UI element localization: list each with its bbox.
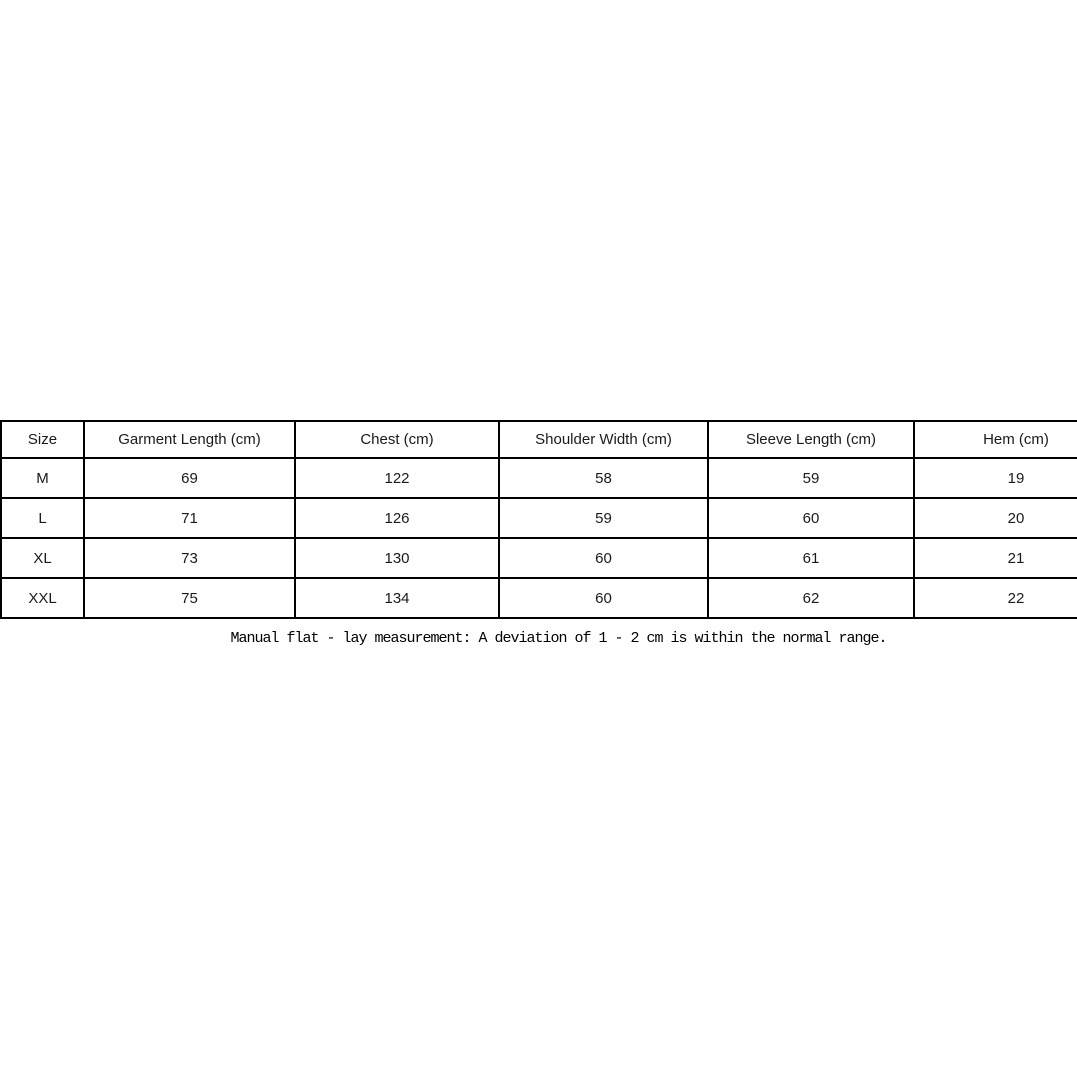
cell-shoulder-width: 58 — [498, 457, 709, 499]
cell-size: M — [0, 457, 85, 499]
cell-garment-length: 73 — [83, 537, 296, 579]
cell-sleeve-length: 60 — [707, 497, 915, 539]
column-header-shoulder-width: Shoulder Width (cm) — [498, 420, 709, 459]
column-header-hem: Hem (cm) — [913, 420, 1077, 459]
cell-sleeve-length: 61 — [707, 537, 915, 579]
size-chart-table: Size Garment Length (cm) Chest (cm) Shou… — [0, 420, 1077, 619]
cell-garment-length: 71 — [83, 497, 296, 539]
cell-size: L — [0, 497, 85, 539]
cell-shoulder-width: 59 — [498, 497, 709, 539]
cell-chest: 126 — [294, 497, 500, 539]
cell-sleeve-length: 62 — [707, 577, 915, 619]
column-header-garment-length: Garment Length (cm) — [83, 420, 296, 459]
cell-chest: 130 — [294, 537, 500, 579]
cell-chest: 122 — [294, 457, 500, 499]
cell-shoulder-width: 60 — [498, 577, 709, 619]
cell-hem: 21 — [913, 537, 1077, 579]
cell-hem: 19 — [913, 457, 1077, 499]
column-header-chest: Chest (cm) — [294, 420, 500, 459]
table-row-l: L 71 126 59 60 20 — [0, 497, 1077, 539]
cell-size: XXL — [0, 577, 85, 619]
column-header-sleeve-length: Sleeve Length (cm) — [707, 420, 915, 459]
column-header-size: Size — [0, 420, 85, 459]
cell-garment-length: 69 — [83, 457, 296, 499]
cell-garment-length: 75 — [83, 577, 296, 619]
cell-hem: 20 — [913, 497, 1077, 539]
cell-shoulder-width: 60 — [498, 537, 709, 579]
cell-size: XL — [0, 537, 85, 579]
cell-sleeve-length: 59 — [707, 457, 915, 499]
table-row-xxl: XXL 75 134 60 62 22 — [0, 577, 1077, 619]
table-header-row: Size Garment Length (cm) Chest (cm) Shou… — [0, 420, 1077, 459]
size-chart-sheet: Size Garment Length (cm) Chest (cm) Shou… — [0, 420, 1077, 647]
table-row-m: M 69 122 58 59 19 — [0, 457, 1077, 499]
cell-chest: 134 — [294, 577, 500, 619]
cell-hem: 22 — [913, 577, 1077, 619]
measurement-note: Manual flat - lay measurement: A deviati… — [230, 630, 887, 647]
table-row-xl: XL 73 130 60 61 21 — [0, 537, 1077, 579]
